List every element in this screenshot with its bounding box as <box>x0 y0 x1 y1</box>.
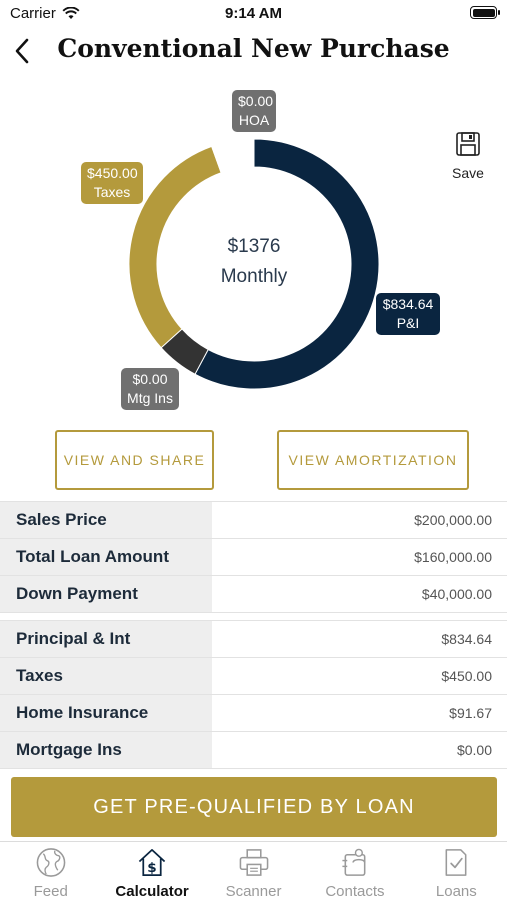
donut-slice-hoa <box>211 145 223 174</box>
pi-name: P&I <box>396 315 420 331</box>
tab-loans[interactable]: Loans <box>406 842 507 900</box>
status-bar: Carrier 9:14 AM <box>0 0 507 28</box>
table-row: Mortgage Ins $0.00 <box>0 732 507 769</box>
save-label: Save <box>452 165 484 181</box>
table-row: Home Insurance $91.67 <box>0 695 507 732</box>
payment-breakdown-table: Principal & Int $834.64 Taxes $450.00 Ho… <box>0 620 507 769</box>
pi-value: $834.64 <box>382 296 434 312</box>
wifi-icon <box>62 7 80 19</box>
monthly-amount: $1376 <box>227 236 281 257</box>
mtg-ins-tag: $0.00 Mtg Ins <box>121 368 179 410</box>
get-pre-qualified-button[interactable]: GET PRE-QUALIFIED BY LOAN <box>11 777 497 837</box>
mtg-ins-name: Mtg Ins <box>127 390 173 406</box>
row-label: Home Insurance <box>0 695 212 731</box>
save-button[interactable]: Save <box>448 131 488 181</box>
battery-icon <box>470 6 500 19</box>
table-row: Total Loan Amount $160,000.00 <box>0 539 507 576</box>
loan-summary-table: Sales Price $200,000.00 Total Loan Amoun… <box>0 501 507 613</box>
pi-tag: $834.64 P&I <box>376 293 440 335</box>
tab-label: Calculator <box>115 883 189 900</box>
mtg-ins-value: $0.00 <box>132 371 168 387</box>
row-value: $0.00 <box>456 742 492 758</box>
tab-label: Feed <box>33 883 68 900</box>
row-value: $834.64 <box>441 631 492 647</box>
nav-header: Conventional New Purchase <box>0 28 507 74</box>
carrier: Carrier <box>10 5 80 22</box>
row-label: Sales Price <box>0 502 212 538</box>
monthly-label: Monthly <box>220 266 288 287</box>
printer-icon <box>239 849 268 876</box>
row-label: Down Payment <box>0 576 212 612</box>
row-value: $160,000.00 <box>414 549 492 565</box>
contacts-icon <box>342 848 366 876</box>
tab-label: Loans <box>435 883 477 900</box>
page-title: Conventional New Purchase <box>57 34 450 63</box>
monthly-payment-donut-chart <box>128 138 380 390</box>
back-button[interactable] <box>8 34 38 68</box>
tab-calculator[interactable]: $ Calculator <box>101 842 202 900</box>
table-row: Principal & Int $834.64 <box>0 621 507 658</box>
view-and-share-button[interactable]: VIEW AND SHARE <box>55 430 214 490</box>
chevron-left-icon <box>15 38 29 64</box>
donut-slice-p-i <box>194 138 380 390</box>
row-value: $200,000.00 <box>414 512 492 528</box>
view-amortization-button[interactable]: VIEW AMORTIZATION <box>277 430 469 490</box>
house-dollar-icon: $ <box>138 849 166 876</box>
row-value: $450.00 <box>441 668 492 684</box>
row-value: $91.67 <box>449 705 492 721</box>
tab-bar: Feed $ Calculator Scanner Contacts <box>0 841 507 900</box>
row-label: Taxes <box>0 658 212 694</box>
tab-feed[interactable]: Feed <box>0 842 101 900</box>
row-value: $40,000.00 <box>421 586 492 602</box>
row-label: Mortgage Ins <box>0 732 212 768</box>
tab-label: Scanner <box>225 883 282 900</box>
taxes-tag: $450.00 Taxes <box>81 162 143 204</box>
table-row: Down Payment $40,000.00 <box>0 576 507 613</box>
document-check-icon <box>445 849 467 876</box>
table-row: Taxes $450.00 <box>0 658 507 695</box>
donut-center: $1376 Monthly <box>178 232 330 292</box>
tab-scanner[interactable]: Scanner <box>203 842 304 900</box>
hoa-name: HOA <box>238 112 270 128</box>
status-time: 9:14 AM <box>225 5 282 22</box>
carrier-label: Carrier <box>10 5 56 22</box>
table-row: Sales Price $200,000.00 <box>0 502 507 539</box>
taxes-name: Taxes <box>93 184 131 200</box>
svg-text:$: $ <box>147 860 156 876</box>
hoa-tag: $0.00 HOA <box>232 90 276 132</box>
floppy-disk-icon <box>456 132 480 156</box>
taxes-value: $450.00 <box>87 165 138 181</box>
hoa-value: $0.00 <box>238 93 274 109</box>
tab-label: Contacts <box>325 883 385 900</box>
row-label: Principal & Int <box>0 621 212 657</box>
row-label: Total Loan Amount <box>0 539 212 575</box>
tab-contacts[interactable]: Contacts <box>304 842 405 900</box>
globe-icon <box>36 848 66 877</box>
